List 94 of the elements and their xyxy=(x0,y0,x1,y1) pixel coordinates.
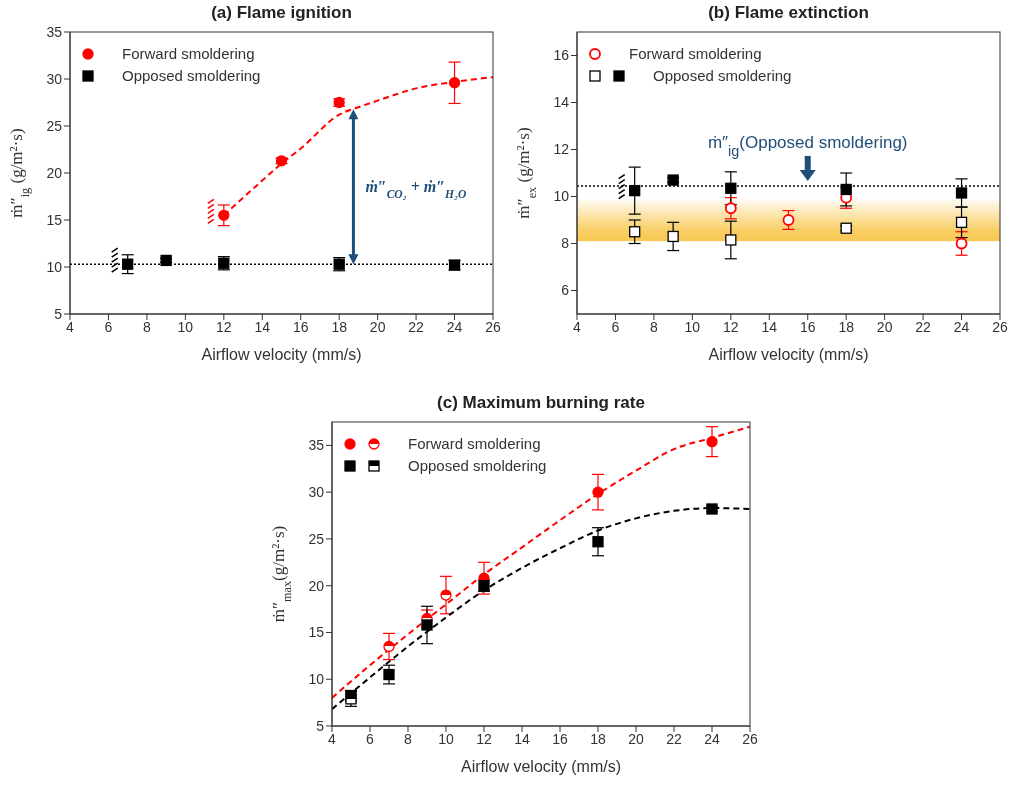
point xyxy=(592,486,604,498)
point xyxy=(955,216,968,228)
point xyxy=(955,187,968,199)
y-tick-label: 35 xyxy=(46,23,63,40)
line-series xyxy=(332,425,750,699)
point xyxy=(667,174,679,186)
x-axis-title: Airflow velocity (mm/s) xyxy=(201,346,362,363)
x-tick-label: 12 xyxy=(476,730,492,747)
x-tick-label: 26 xyxy=(742,730,758,747)
y-tick-label: 5 xyxy=(54,305,63,322)
x-tick-label: 12 xyxy=(216,318,232,335)
point xyxy=(629,226,641,238)
annotation: ṁ″$_{CO₂}$ + ṁ″$_{H₂O}$ xyxy=(365,177,467,200)
y-tick-label: 5 xyxy=(316,717,325,734)
y-tick-label: 15 xyxy=(308,624,325,641)
x-tick-label: 18 xyxy=(838,318,855,335)
x-tick-label: 14 xyxy=(254,318,271,335)
y-tick-label: 35 xyxy=(308,437,325,454)
x-tick-label: 16 xyxy=(292,318,309,335)
y-tick-label: 20 xyxy=(46,164,63,181)
x-axis-title: Airflow velocity (mm/s) xyxy=(460,758,622,775)
x-tick-label: 4 xyxy=(66,318,75,335)
x-tick-label: 24 xyxy=(704,730,720,747)
y-tick-label: 10 xyxy=(553,188,570,205)
x-tick-label: 18 xyxy=(590,730,606,747)
point xyxy=(840,222,852,234)
y-tick-label: 16 xyxy=(553,47,570,64)
point xyxy=(840,183,852,196)
y-tick-label: 14 xyxy=(553,94,570,111)
x-tick-label: 10 xyxy=(684,318,701,335)
chart-title: (b) Flame extinction xyxy=(707,2,870,24)
point xyxy=(667,230,679,243)
point xyxy=(440,589,452,601)
x-tick-label: 24 xyxy=(953,318,970,335)
point xyxy=(592,536,604,548)
point xyxy=(629,184,641,197)
x-tick-label: 26 xyxy=(485,318,501,335)
point xyxy=(421,619,433,631)
x-tick-label: 6 xyxy=(611,318,620,335)
point xyxy=(383,668,395,681)
y-tick-label: 30 xyxy=(46,70,63,87)
annotation: ṁ″$_{ig}$(Opposed smoldering) xyxy=(707,132,908,159)
x-tick-label: 8 xyxy=(143,318,152,335)
x-tick-label: 12 xyxy=(723,318,739,335)
chart-title: (c) Maximum burning rate xyxy=(436,392,646,414)
x-tick-label: 22 xyxy=(915,318,932,335)
y-tick-label: 20 xyxy=(308,577,325,594)
y-tick-label: 30 xyxy=(308,484,325,501)
x-tick-label: 20 xyxy=(369,318,386,335)
x-tick-label: 18 xyxy=(331,318,348,335)
x-tick-label: 14 xyxy=(514,730,530,747)
x-tick-label: 22 xyxy=(666,730,682,747)
point xyxy=(724,202,737,215)
x-axis-title: Airflow velocity (mm/s) xyxy=(708,346,869,363)
point xyxy=(955,237,968,250)
point xyxy=(448,77,461,89)
legend-label: Forward smoldering xyxy=(122,45,255,62)
point xyxy=(160,254,172,267)
chart-title: (a) Flame ignition xyxy=(211,3,352,22)
legend-label: Opposed smoldering xyxy=(122,67,261,84)
x-tick-label: 22 xyxy=(408,318,425,335)
legend-label: Forward smoldering xyxy=(629,45,762,62)
point xyxy=(782,214,795,226)
x-tick-label: 6 xyxy=(104,318,113,335)
y-tick-label: 10 xyxy=(46,258,63,275)
x-tick-label: 16 xyxy=(799,318,816,335)
legend-label: Forward smoldering xyxy=(408,435,541,452)
x-tick-label: 4 xyxy=(573,318,582,335)
point xyxy=(725,234,737,246)
legend-label: Opposed smoldering xyxy=(653,67,792,84)
x-tick-label: 26 xyxy=(992,318,1008,335)
point xyxy=(706,435,718,448)
x-tick-label: 24 xyxy=(446,318,463,335)
y-tick-label: 15 xyxy=(46,211,63,228)
y-tick-label: 12 xyxy=(553,141,570,158)
legend-label: Opposed smoldering xyxy=(408,457,547,474)
point xyxy=(218,209,230,221)
x-tick-label: 10 xyxy=(438,730,454,747)
point xyxy=(725,182,737,194)
x-tick-label: 8 xyxy=(404,730,413,747)
x-tick-label: 20 xyxy=(628,730,644,747)
y-tick-label: 6 xyxy=(561,282,570,299)
y-tick-label: 25 xyxy=(46,117,63,134)
y-tick-label: 10 xyxy=(308,671,325,688)
x-tick-label: 6 xyxy=(366,730,375,747)
y-tick-label: 8 xyxy=(561,235,570,252)
x-tick-label: 14 xyxy=(761,318,778,335)
x-tick-label: 8 xyxy=(650,318,659,335)
point xyxy=(383,640,395,653)
point xyxy=(122,258,134,270)
x-tick-label: 20 xyxy=(876,318,893,335)
y-tick-label: 25 xyxy=(308,530,325,547)
x-tick-label: 10 xyxy=(177,318,194,335)
x-tick-label: 4 xyxy=(328,730,337,747)
